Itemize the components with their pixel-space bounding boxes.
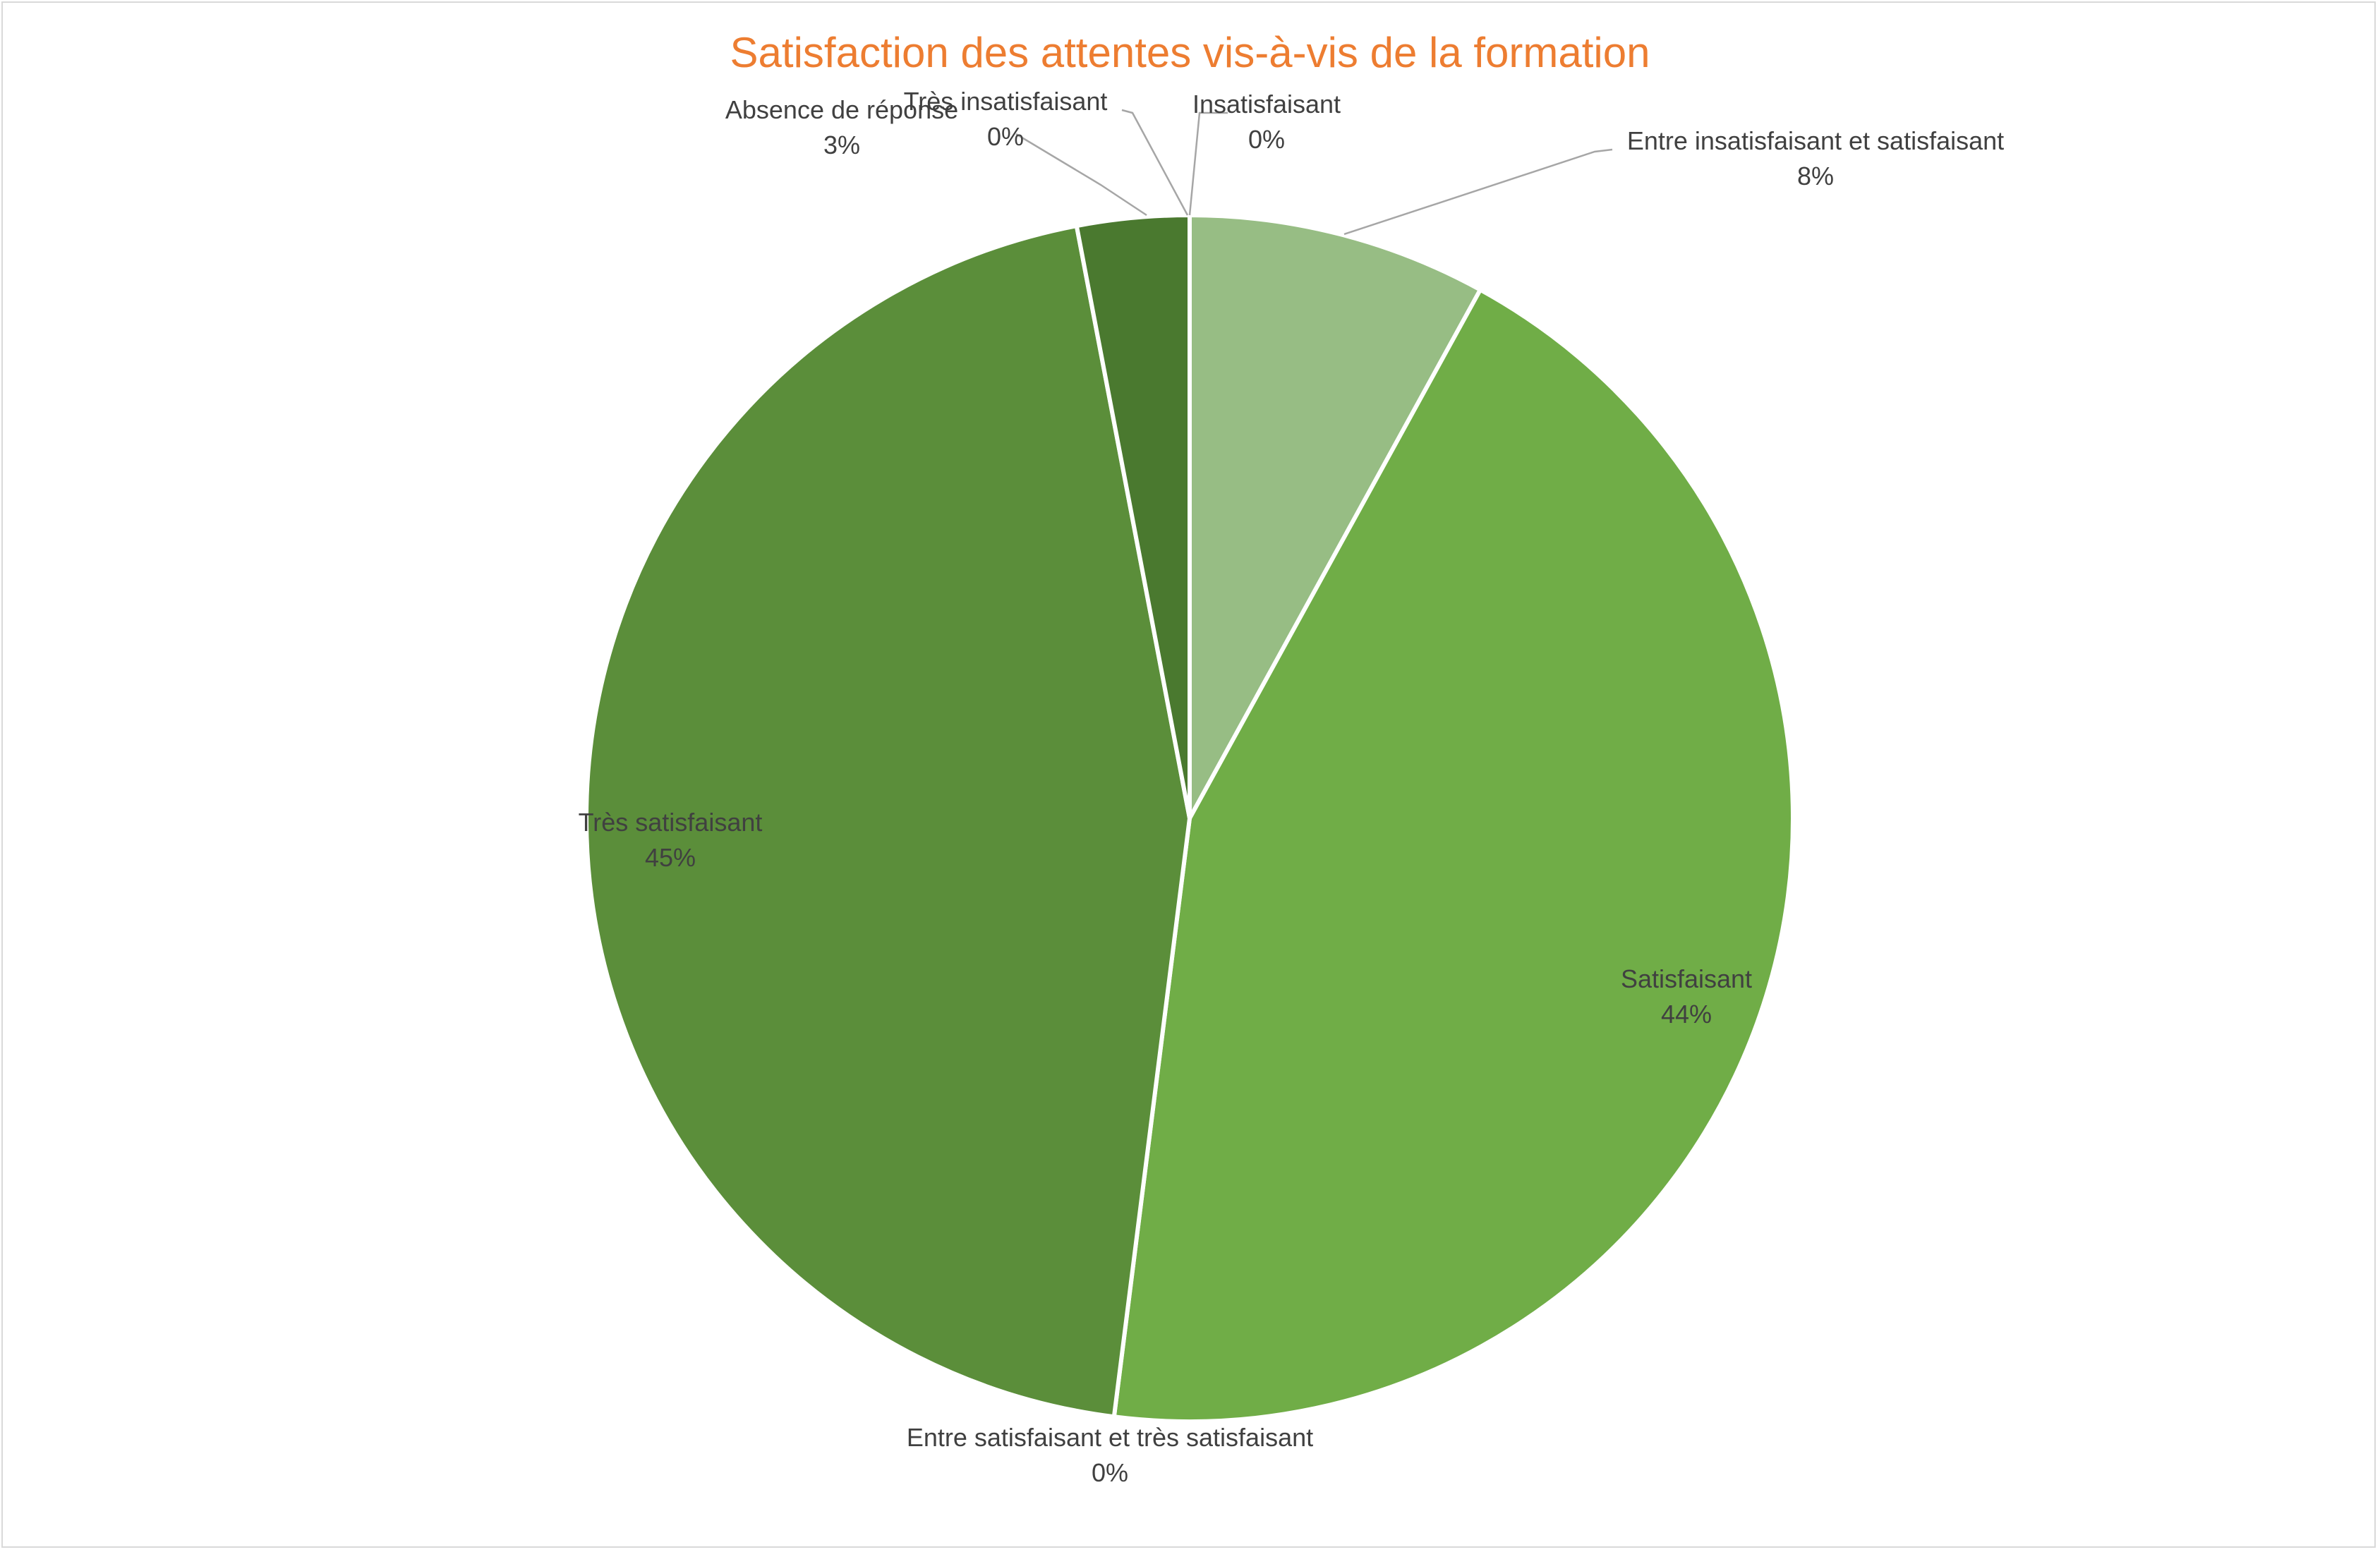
slice-label-4: Très satisfaisant (579, 808, 763, 837)
slice-value-6: 0% (987, 122, 1024, 151)
slice-value-4: 45% (645, 843, 696, 872)
leader-lines (1015, 109, 1613, 236)
slice-value-1: 8% (1797, 162, 1834, 190)
pie-slice-5 (1074, 213, 1192, 820)
leader-line-1 (1343, 148, 1613, 236)
pie-slice-1 (1188, 213, 1482, 820)
chart-title: Satisfaction des attentes vis-à-vis de l… (730, 29, 1650, 76)
leader-line-5 (1015, 133, 1147, 217)
slice-value-0: 0% (1248, 125, 1285, 154)
pie-slice-2 (1111, 287, 1795, 1424)
slice-value-2: 44% (1661, 1000, 1712, 1029)
pie-slice-4 (584, 224, 1192, 1419)
slice-value-3: 0% (1092, 1458, 1128, 1487)
slice-label-5: Absence de réponse (725, 95, 958, 124)
slice-label-2: Satisfaisant (1621, 964, 1752, 993)
slice-label-6: Très insatisfaisant (904, 87, 1108, 116)
data-labels: Insatisfaisant 0% Entre insatisfaisant et … (579, 87, 2005, 1487)
slice-value-5: 3% (823, 131, 860, 159)
slice-label-1: Entre insatisfaisant et satisfaisant (1627, 126, 2004, 155)
slice-label-0: Insatisfaisant (1192, 90, 1341, 119)
pie-slices (584, 213, 1795, 1424)
leader-line-6 (1121, 109, 1189, 216)
leader-line-0 (1188, 111, 1228, 216)
slice-label-3: Entre satisfaisant et très satisfaisant (907, 1423, 1313, 1452)
